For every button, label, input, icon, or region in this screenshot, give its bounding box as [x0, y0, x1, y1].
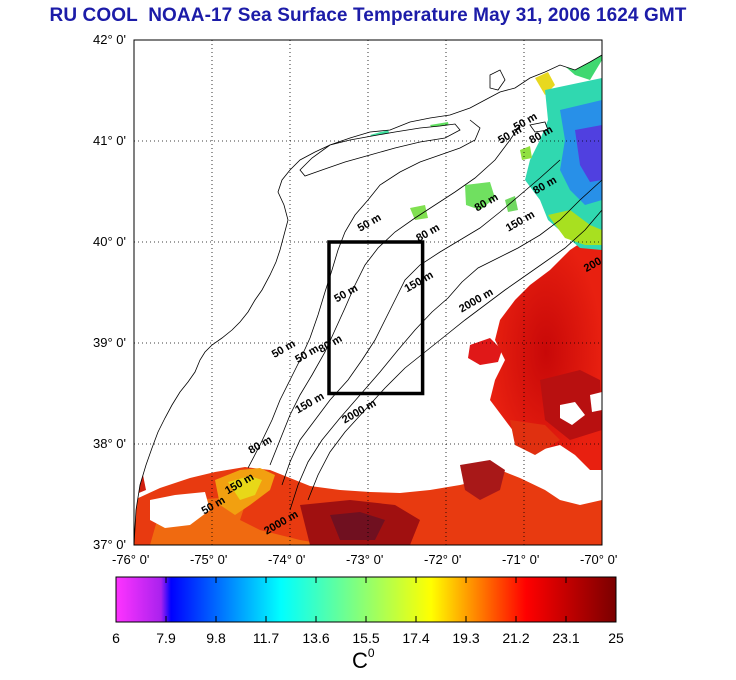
- colorbar-tick-label: 17.4: [402, 630, 430, 646]
- isobath-label: 80 m: [247, 434, 275, 457]
- colorbar-tick-label: 15.5: [352, 630, 380, 646]
- latitude-label: 38° 0': [93, 436, 126, 451]
- longitude-label: -73° 0': [346, 552, 384, 567]
- colorbar-tick-label: 19.3: [452, 630, 480, 646]
- colorbar-unit: C0: [352, 646, 375, 674]
- colorbar-tick-label: 23.1: [552, 630, 580, 646]
- longitude-label: -71° 0': [502, 552, 540, 567]
- colorbar-tick-label: 11.7: [252, 630, 280, 646]
- longitude-label: -76° 0': [112, 552, 150, 567]
- latitude-label: 42° 0': [93, 32, 126, 47]
- isobath-label: 50 m: [332, 282, 360, 305]
- isobath-label: 2000 m: [340, 397, 378, 426]
- isobath-label: 50 m: [356, 211, 384, 234]
- colorbar-tick-label: 9.8: [206, 630, 226, 646]
- map-frame: [133, 39, 603, 546]
- colorbar-tick-label: 6: [112, 630, 120, 646]
- isobath-label: 150 m: [293, 390, 326, 416]
- map-title: RU COOL NOAA-17 Sea Surface Temperature …: [49, 5, 687, 26]
- isobath-label: 2000 m: [457, 286, 495, 315]
- isobath-label: 150 m: [403, 269, 436, 295]
- colorbar-tick-label: 7.9: [156, 630, 176, 646]
- latitude-label: 37° 0': [93, 537, 126, 552]
- isobath-label: 150 m: [504, 208, 537, 234]
- study-area-box: [327, 240, 425, 396]
- colorbar-tick-label: 25: [608, 630, 624, 646]
- colorbar-tick-label: 13.6: [302, 630, 330, 646]
- latitude-label: 39° 0': [93, 335, 126, 350]
- colorbar: [115, 576, 617, 623]
- longitude-label: -72° 0': [424, 552, 462, 567]
- unit-superscript: 0: [367, 646, 375, 660]
- sst-data-layer: [134, 42, 602, 545]
- latitude-label: 41° 0': [93, 133, 126, 148]
- latitude-label: 40° 0': [93, 234, 126, 249]
- isobath-label: 80 m: [414, 222, 442, 245]
- longitude-label: -70° 0': [580, 552, 618, 567]
- coastline: [134, 40, 602, 545]
- longitude-label: -74° 0': [268, 552, 306, 567]
- graticule: [134, 40, 602, 545]
- colorbar-tick-label: 21.2: [502, 630, 530, 646]
- unit-text: C: [352, 648, 368, 673]
- longitude-label: -75° 0': [190, 552, 228, 567]
- isobath-contours: [247, 119, 602, 511]
- colorbar-ticks: [165, 577, 567, 622]
